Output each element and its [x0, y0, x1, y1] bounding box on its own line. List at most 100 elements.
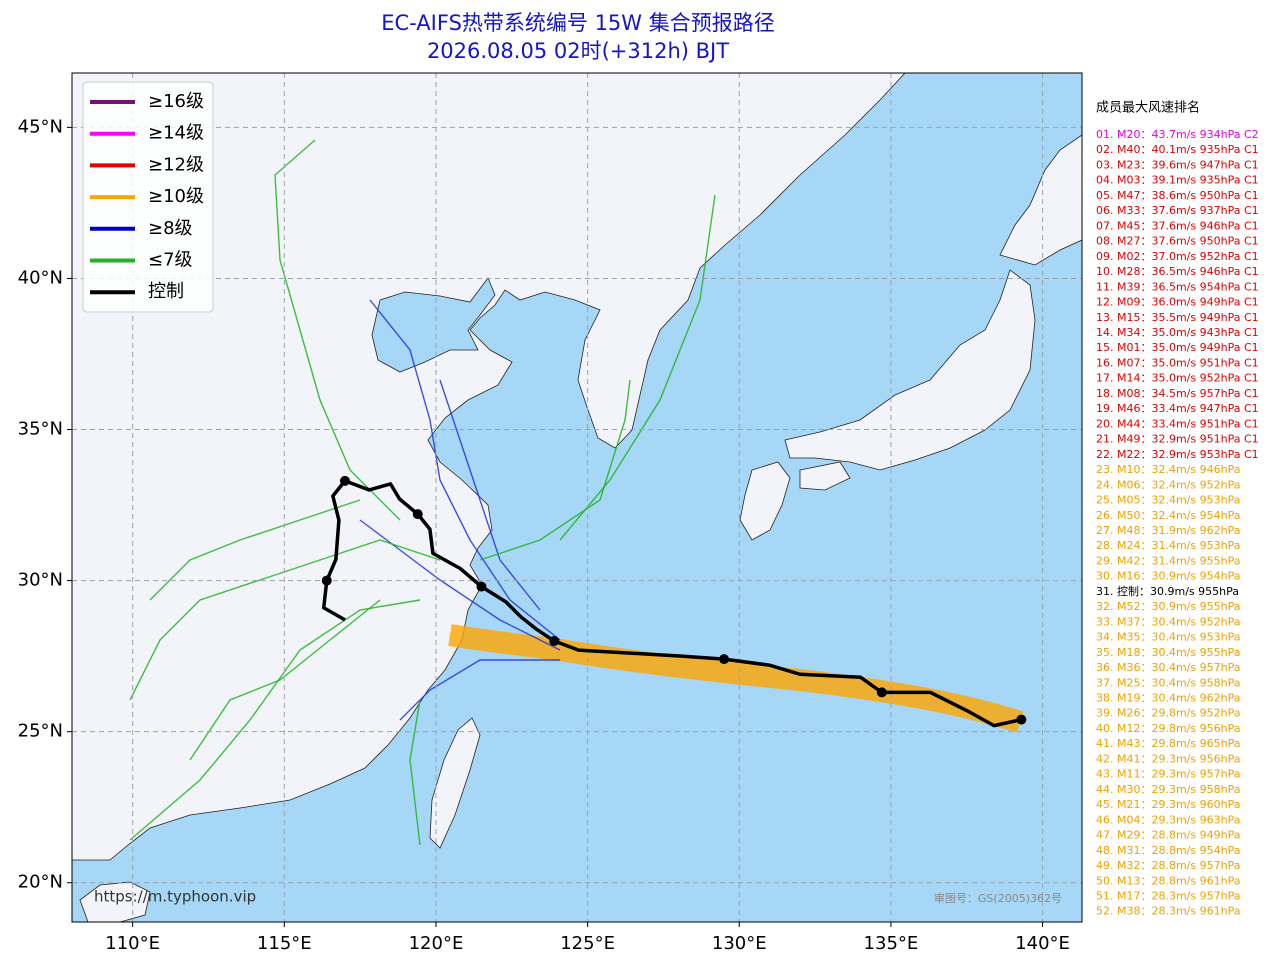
x-tick-label: 140°E — [1015, 933, 1070, 954]
ranking-entry: 36. M36：30.4m/s 957hPa — [1096, 661, 1240, 674]
ranking-entry: 24. M06：32.4m/s 952hPa — [1096, 478, 1240, 491]
map — [72, 73, 1082, 922]
ranking-entry: 49. M32：28.8m/s 957hPa — [1096, 859, 1240, 872]
ranking-entry: 42. M41：29.3m/s 956hPa — [1096, 752, 1240, 765]
ranking-entry: 15. M01：35.0m/s 949hPa C1 — [1096, 341, 1259, 354]
bohai-sea — [371, 277, 496, 373]
control-point — [876, 687, 887, 698]
ranking-entry: 39. M26：29.8m/s 952hPa — [1096, 707, 1240, 720]
ranking-entry: 41. M43：29.8m/s 965hPa — [1096, 737, 1240, 750]
ranking-entry: 34. M35：30.4m/s 953hPa — [1096, 631, 1240, 644]
ranking-entry: 10. M28：36.5m/s 946hPa C1 — [1096, 265, 1259, 278]
axes: 110°E 115°E 120°E 125°E 130°E 135°E 140°E 20°N 2… — [18, 116, 1070, 954]
control-point — [412, 509, 423, 520]
land-shikoku — [799, 461, 851, 491]
legend-label: ≥12级 — [148, 154, 204, 175]
y-tick-label: 40°N — [18, 267, 63, 288]
ranking-entry: 38. M19：30.4m/s 962hPa — [1096, 692, 1240, 705]
x-tick-label: 115°E — [257, 933, 312, 954]
map-frame — [71, 72, 1083, 923]
control-point — [549, 636, 560, 647]
approval-number: 审图号：GS(2005)362号 — [934, 891, 1062, 905]
ranking-entry: 16. M07：35.0m/s 951hPa C1 — [1096, 356, 1259, 369]
legend-label: ≥14级 — [148, 123, 204, 144]
ranking-entry: 40. M12：29.8m/s 956hPa — [1096, 722, 1240, 735]
ranking-entry: 43. M11：29.3m/s 957hPa — [1096, 768, 1240, 781]
ranking-entry: 51. M17：28.3m/s 957hPa — [1096, 890, 1240, 903]
x-tick-label: 110°E — [105, 933, 160, 954]
ranking-entry: 17. M14：35.0m/s 952hPa C1 — [1096, 372, 1259, 385]
control-track-layer — [321, 475, 1027, 728]
legend-label: ≥8级 — [148, 218, 193, 239]
ranking-entry: 25. M05：32.4m/s 953hPa — [1096, 494, 1240, 507]
ranking-entry: 06. M33：37.6m/s 937hPa C1 — [1096, 204, 1259, 217]
ranking-entry: 04. M03：39.1m/s 935hPa C1 — [1096, 174, 1259, 187]
ranking-entry: 08. M27：37.6m/s 950hPa C1 — [1096, 235, 1259, 248]
ranking-entry: 28. M24：31.4m/s 953hPa — [1096, 539, 1240, 552]
ranking-entry: 13. M15：35.5m/s 949hPa C1 — [1096, 311, 1259, 324]
x-tick-label: 125°E — [560, 933, 615, 954]
ranking-entry: 50. M13：28.8m/s 961hPa — [1096, 874, 1240, 887]
ranking-entry: 44. M30：29.3m/s 958hPa — [1096, 783, 1240, 796]
ranking-entry: 33. M37：30.4m/s 952hPa — [1096, 615, 1240, 628]
ensemble-track — [399, 659, 560, 721]
control-point — [719, 654, 730, 665]
ensemble-track — [559, 194, 716, 541]
ensemble-track — [149, 499, 361, 601]
title: EC-AIFS热带系统编号 15W 集合预报路径 — [381, 11, 774, 35]
ranking-entry: 19. M46：33.4m/s 947hPa C1 — [1096, 402, 1259, 415]
ranking: 01. M20：43.7m/s 934hPa C2 02. M40：40.1m/s… — [1096, 128, 1259, 918]
land-kyushu — [739, 461, 791, 541]
ranking-entry: 21. M49：32.9m/s 951hPa C1 — [1096, 433, 1259, 446]
ranking-entry: 46. M04：29.3m/s 963hPa — [1096, 813, 1240, 826]
ensemble-track — [409, 699, 421, 846]
ranking-entry: 47. M29：28.8m/s 949hPa — [1096, 829, 1240, 842]
ranking-entry: 27. M48：31.9m/s 962hPa — [1096, 524, 1240, 537]
land-mainland — [72, 73, 906, 861]
ranking-entry: 11. M39：36.5m/s 954hPa C1 — [1096, 280, 1259, 293]
ensemble-track — [359, 519, 561, 651]
control-track — [321, 479, 1022, 728]
ranking-entry: 23. M10：32.4m/s 946hPa — [1096, 463, 1240, 476]
ranking-entry: 26. M50：32.4m/s 954hPa — [1096, 509, 1240, 522]
ranking-entry: 09. M02：37.0m/s 952hPa C1 — [1096, 250, 1259, 263]
ranking-entry: 02. M40：40.1m/s 935hPa C1 — [1096, 143, 1259, 156]
ranking-entry: 12. M09：36.0m/s 949hPa C1 — [1096, 296, 1259, 309]
ranking-entry: 14. M34：35.0m/s 943hPa C1 — [1096, 326, 1259, 339]
land-hokkaido — [999, 134, 1082, 266]
ensemble-track — [479, 379, 631, 561]
x-tick-label: 130°E — [712, 933, 767, 954]
ranking-entry: 01. M20：43.7m/s 934hPa C2 — [1096, 128, 1259, 141]
ranking-entry: 52. M38：28.3m/s 961hPa — [1096, 905, 1240, 918]
grid — [72, 73, 1082, 922]
x-tick-label: 120°E — [409, 933, 464, 954]
x-tick-label: 135°E — [864, 933, 919, 954]
y-tick-label: 20°N — [18, 872, 63, 893]
ranking-entry: 18. M08：34.5m/s 957hPa C1 — [1096, 387, 1259, 400]
ensemble-track — [369, 299, 561, 641]
land-taiwan — [429, 717, 481, 849]
subtitle: 2026.08.05 02时(+312h) BJT — [427, 39, 729, 63]
legend-label: 控制 — [148, 281, 184, 302]
legend-label: ≥16级 — [148, 91, 204, 112]
ranking-entry: 45. M21：29.3m/s 960hPa — [1096, 798, 1240, 811]
y-tick-label: 35°N — [18, 419, 63, 440]
y-tick-label: 30°N — [18, 570, 63, 591]
ranking-entry: 37. M25：30.4m/s 958hPa — [1096, 676, 1240, 689]
legend-box — [82, 81, 214, 313]
ranking-entry: 03. M23：39.6m/s 947hPa C1 — [1096, 158, 1259, 171]
ensemble-track — [189, 599, 381, 761]
y-tick-label: 25°N — [18, 721, 63, 742]
control-point — [339, 475, 350, 486]
watermark: https://m.typhoon.vip — [94, 888, 256, 906]
legend-label: ≥10级 — [148, 186, 204, 207]
ensemble-track — [129, 539, 441, 701]
control-point — [476, 581, 487, 592]
legend-label: ≤7级 — [148, 250, 193, 271]
ranking-entry: 35. M18：30.4m/s 955hPa — [1096, 646, 1240, 659]
ranking-title: 成员最大风速排名 — [1096, 100, 1200, 116]
ranking-entry: 31. 控制：30.9m/s 955hPa — [1096, 584, 1239, 598]
control-point — [1016, 714, 1027, 725]
